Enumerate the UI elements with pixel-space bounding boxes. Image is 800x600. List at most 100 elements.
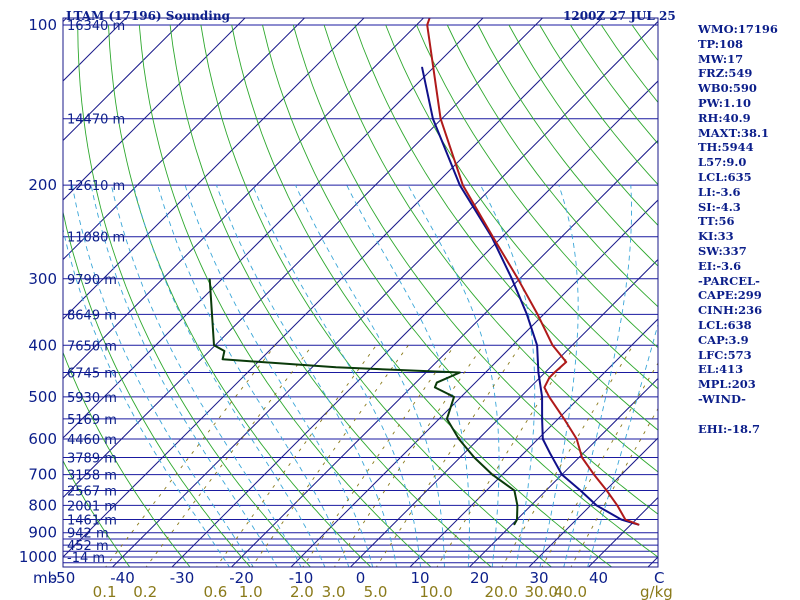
mixing-ratio-tick-label: 0.2 [133,583,157,600]
parcel-path-line-point [620,519,622,520]
sounding-profiles [208,18,640,526]
parcel-path-line-point [596,504,597,506]
temperature-profile-line-point [548,396,550,398]
height-label: -14 m [67,551,105,566]
index-item: -WIND- [698,391,746,406]
index-item: LCL:638 [698,317,752,332]
index-item: L57:9.0 [698,155,747,170]
height-label: 11080 m [67,231,125,246]
pressure-tick-label: 200 [28,176,57,194]
height-label: 2567 m [67,485,117,500]
temperature-profile-line-point [462,184,464,186]
pressure-tick-label: 100 [28,16,57,34]
dry-adiabat-line [63,459,131,567]
temperature-tick-label: -10 [289,569,314,587]
temperature-profile-line-point [554,372,555,373]
index-item: MAXT:38.1 [698,125,769,140]
temperature-tick-label: 10 [410,569,429,587]
mixing-ratio-tick-label: 0.1 [93,583,117,600]
dry-adiabat-line [77,24,312,567]
index-item: WMO:17196 [698,22,778,36]
pressure-axis-unit: mb [33,569,57,587]
dewpoint-profile-line-point [516,504,518,506]
dry-adiabat-line [262,24,658,558]
moist-adiabat-line [63,227,230,567]
mixing-ratio-tick-label: 3.0 [322,583,346,600]
moist-adiabat-line [480,184,536,567]
temperature-profile-line-point [581,457,583,458]
background-grid [63,18,658,567]
dewpoint-profile-line-point [513,524,515,526]
dry-adiabat-line [446,24,658,308]
mixing-ratio-line [375,345,522,567]
moist-adiabat-line [295,184,445,567]
sounding-indices-panel: WMO:17196 TP:108 MW:17 FRZ:549 WB0:590 PW:1.1… [698,22,778,436]
temperature-axis-unit: C [654,569,664,587]
temperature-profile-line-point [492,236,494,238]
index-item: EL:413 [698,362,744,377]
mixing-ratio-tick-label: 10.0 [419,583,452,600]
mixing-ratio-line [570,407,658,567]
index-item: SI:-4.3 [698,199,741,214]
isotherm-line [63,18,484,439]
index-item: TT:56 [698,214,735,229]
moist-adiabat-line [157,184,350,567]
mixing-ratio-tick-label: 0.6 [203,583,227,600]
parcel-path-line-point [537,372,539,373]
index-item: WB0:590 [698,81,757,96]
height-label: 9790 m [67,273,117,288]
parcel-path-line-point [432,118,434,120]
parcel-path-line-point [561,474,563,476]
index-item: MPL:203 [698,377,756,392]
height-label: 942 m [67,527,109,542]
dewpoint-profile-line-point [458,438,460,440]
mixing-ratio-tick-label: 30.0 [524,583,557,600]
temperature-profile-line-point [537,313,539,315]
isotherm-line [63,18,603,558]
index-item: CINH:236 [698,303,763,318]
dry-adiabat-line [169,24,492,567]
height-label: 4460 m [67,433,117,448]
temperature-tick-label: -30 [170,569,195,587]
dry-adiabat-line [385,24,658,390]
parcel-path-line-point [536,344,538,346]
pressure-tick-label: 700 [28,466,57,484]
moist-adiabat-line [407,184,500,567]
parcel-path-line-point [549,452,551,454]
index-item: MW:17 [698,51,744,66]
index-item: EI:-3.6 [698,258,742,273]
dewpoint-profile-line-point [459,372,461,373]
dry-adiabat-line [63,210,251,567]
mixing-ratio-tick-label: 2.0 [290,583,314,600]
height-label: 5169 m [67,413,117,428]
parcel-path-line-point [511,278,513,280]
index-item: SW:337 [698,243,747,258]
moist-adiabat-line [132,184,326,567]
temperature-tick-label: 0 [356,569,366,587]
height-label: 1461 m [67,514,117,529]
moist-adiabat-line [110,184,302,567]
height-label: 6745 m [67,367,117,382]
mixing-ratio-tick-label: 1.0 [239,583,263,600]
dry-adiabat-line [231,24,613,567]
dewpoint-profile-line-point [453,396,455,398]
index-item: PW:1.10 [698,95,752,110]
dewpoint-profile-line-point [223,350,225,352]
parcel-path-line-point [421,66,423,68]
isotherm-line [528,437,658,567]
moist-adiabat-line [346,184,470,567]
moist-adiabat-line [539,184,579,567]
mixing-ratio-tick-label: 40.0 [554,583,587,600]
dewpoint-profile-line-point [222,358,224,360]
index-item: -PARCEL- [698,273,760,288]
dry-adiabat-line [108,24,372,567]
dry-adiabat-line [138,24,432,567]
isotherm-line [409,318,658,567]
height-label: 2001 m [67,499,117,514]
pressure-tick-label: 400 [28,336,57,354]
mixing-ratio-line [436,345,576,567]
temperature-profile-line-point [606,490,608,491]
index-item: KI:33 [698,229,734,244]
dewpoint-profile-line-point [436,382,438,384]
